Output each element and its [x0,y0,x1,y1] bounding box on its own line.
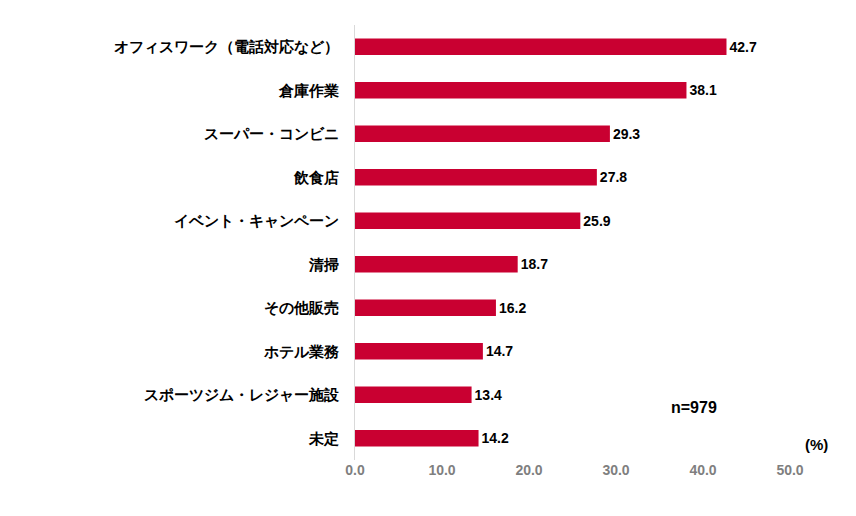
svg-text:42.7: 42.7 [729,39,756,55]
svg-text:未定: 未定 [308,430,339,447]
svg-text:14.7: 14.7 [486,343,513,359]
svg-text:18.7: 18.7 [521,256,548,272]
svg-text:13.4: 13.4 [475,387,502,403]
svg-text:14.2: 14.2 [482,430,509,446]
svg-text:オフィスワーク（電話対応など）: オフィスワーク（電話対応など） [114,38,339,55]
svg-text:イベント・キャンペーン: イベント・キャンペーン [174,212,339,229]
svg-text:倉庫作業: 倉庫作業 [278,82,339,99]
svg-text:ホテル業務: ホテル業務 [263,343,340,360]
svg-text:30.0: 30.0 [602,462,629,478]
svg-text:27.8: 27.8 [600,169,627,185]
svg-text:0.0: 0.0 [345,462,365,478]
svg-text:20.0: 20.0 [515,462,542,478]
svg-text:50.0: 50.0 [776,462,803,478]
svg-text:29.3: 29.3 [613,126,640,142]
svg-text:n=979: n=979 [671,399,717,416]
svg-text:40.0: 40.0 [689,462,716,478]
svg-text:(%): (%) [805,436,828,453]
svg-text:清掃: 清掃 [308,256,339,273]
svg-text:スーパー・コンビニ: スーパー・コンビニ [204,125,339,142]
svg-text:飲食店: 飲食店 [293,169,339,186]
svg-text:25.9: 25.9 [583,213,610,229]
svg-text:その他販売: その他販売 [264,299,339,316]
svg-text:10.0: 10.0 [428,462,455,478]
svg-text:スポーツジム・レジャー施設: スポーツジム・レジャー施設 [144,386,340,403]
svg-text:16.2: 16.2 [499,300,526,316]
svg-text:38.1: 38.1 [689,82,716,98]
